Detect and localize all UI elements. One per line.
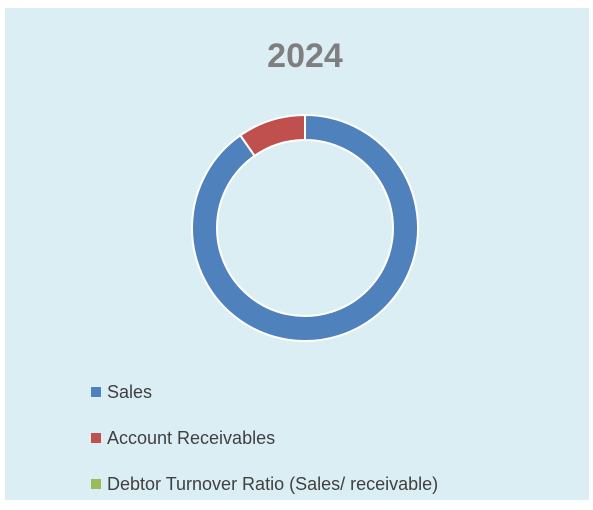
legend-swatch: [91, 433, 101, 443]
legend-swatch: [91, 387, 101, 397]
chart-background: [5, 8, 589, 500]
chart-title: 2024: [267, 37, 343, 75]
legend-swatch: [91, 479, 101, 489]
doughnut-segment: [238, 113, 306, 158]
legend-label: Debtor Turnover Ratio (Sales/ receivable…: [107, 474, 438, 494]
doughnut-segment: [191, 113, 419, 342]
legend-label: Account Receivables: [107, 428, 275, 448]
legend-label: Sales: [107, 382, 152, 402]
